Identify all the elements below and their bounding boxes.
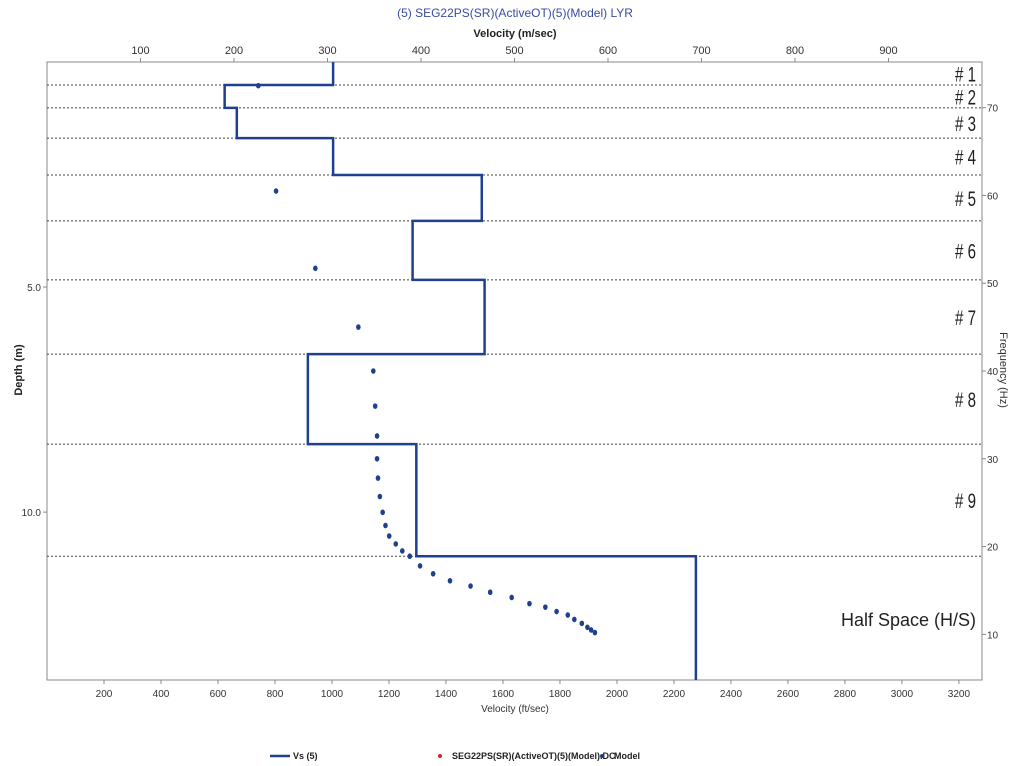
model-point bbox=[554, 608, 559, 615]
top-x-tick-label: 700 bbox=[692, 45, 710, 57]
layer-label: # 6 bbox=[955, 239, 976, 263]
y-axis-label: Depth (m) bbox=[13, 344, 25, 396]
model-point bbox=[543, 604, 548, 610]
top-x-tick-label: 400 bbox=[412, 45, 430, 57]
bottom-x-tick-label: 1800 bbox=[549, 689, 572, 700]
legend: Vs (5) SEG22PS(SR)(ActiveOT)(5)(Model).D… bbox=[270, 751, 640, 761]
model-point bbox=[273, 188, 279, 194]
model-point bbox=[375, 475, 381, 481]
top-x-axis-label: Velocity (m/sec) bbox=[473, 28, 556, 40]
model-point bbox=[468, 583, 473, 589]
bottom-x-tick-label: 600 bbox=[210, 689, 227, 700]
bottom-x-tick-label: 1200 bbox=[378, 689, 401, 700]
bottom-x-tick-label: 1400 bbox=[435, 689, 458, 700]
layer-label: # 8 bbox=[955, 388, 976, 412]
y-tick-label: 5.0 bbox=[27, 283, 41, 294]
model-point bbox=[374, 455, 380, 462]
model-point bbox=[585, 624, 590, 631]
model-point bbox=[256, 82, 261, 89]
model-point bbox=[386, 533, 392, 539]
top-x-tick-label: 300 bbox=[318, 45, 336, 57]
right-y-tick-label: 40 bbox=[987, 367, 999, 378]
bottom-x-tick-label: 2200 bbox=[663, 689, 686, 700]
layer-label: # 9 bbox=[955, 489, 976, 513]
bottom-x-tick-label: 2000 bbox=[606, 689, 629, 700]
bottom-x-tick-label: 400 bbox=[153, 689, 170, 700]
model-point bbox=[487, 589, 493, 596]
right-y-tick-label: 60 bbox=[987, 191, 999, 202]
model-point bbox=[592, 629, 598, 636]
vs-profile-line bbox=[223, 62, 698, 680]
model-point bbox=[374, 433, 380, 439]
plot-frame bbox=[46, 61, 983, 681]
right-y-tick-label: 20 bbox=[987, 543, 999, 554]
top-x-tick-label: 800 bbox=[786, 45, 804, 57]
half-space-label: Half Space (H/S) bbox=[841, 610, 976, 630]
right-y-tick-label: 10 bbox=[987, 630, 999, 641]
y-tick-label: 10.0 bbox=[22, 508, 42, 519]
bottom-x-tick-label: 3000 bbox=[891, 689, 914, 700]
top-x-tick-label: 900 bbox=[879, 45, 897, 57]
model-point bbox=[371, 368, 376, 374]
model-point bbox=[372, 403, 378, 409]
model-point bbox=[383, 522, 388, 529]
layer-label: # 4 bbox=[955, 145, 976, 169]
model-point bbox=[380, 509, 385, 516]
model-point bbox=[447, 578, 453, 584]
legend-model-marker bbox=[600, 754, 604, 758]
model-point bbox=[313, 265, 318, 272]
layer-label: # 3 bbox=[955, 111, 976, 135]
top-x-tick-label: 200 bbox=[225, 45, 243, 57]
model-point bbox=[509, 594, 514, 601]
model-point bbox=[579, 620, 585, 627]
model-point bbox=[407, 553, 413, 560]
layer-label: # 5 bbox=[955, 186, 976, 210]
model-point bbox=[527, 600, 532, 607]
legend-vs-label: Vs (5) bbox=[293, 751, 318, 761]
legend-dc-marker bbox=[438, 754, 442, 758]
right-y-tick-label: 70 bbox=[987, 104, 999, 115]
model-point bbox=[356, 324, 361, 330]
model-point bbox=[430, 570, 436, 577]
right-y-axis-label: Frequency (Hz) bbox=[997, 332, 1009, 408]
model-point bbox=[588, 627, 594, 633]
top-x-tick-label: 100 bbox=[131, 45, 149, 57]
right-y-tick-label: 50 bbox=[987, 279, 999, 290]
model-point bbox=[565, 612, 571, 618]
bottom-x-tick-label: 800 bbox=[267, 689, 284, 700]
layer-label: # 1 bbox=[955, 62, 976, 86]
bottom-x-tick-label: 2800 bbox=[834, 689, 857, 700]
bottom-x-tick-label: 2600 bbox=[777, 689, 800, 700]
layer-label: # 2 bbox=[955, 85, 976, 109]
model-point bbox=[393, 541, 399, 547]
legend-model-label: Model bbox=[614, 751, 640, 761]
model-point bbox=[417, 563, 423, 569]
bottom-x-tick-label: 3200 bbox=[948, 689, 971, 700]
bottom-x-tick-label: 2400 bbox=[720, 689, 743, 700]
model-point bbox=[400, 548, 405, 554]
bottom-x-axis-label: Velocity (ft/sec) bbox=[481, 704, 549, 715]
top-x-tick-label: 600 bbox=[599, 45, 617, 57]
layer-label: # 7 bbox=[955, 305, 976, 329]
chart-title: (5) SEG22PS(SR)(ActiveOT)(5)(Model) LYR bbox=[397, 6, 633, 20]
legend-dc-label: SEG22PS(SR)(ActiveOT)(5)(Model).DC bbox=[452, 751, 616, 761]
top-x-tick-label: 500 bbox=[505, 45, 523, 57]
bottom-x-tick-label: 1600 bbox=[492, 689, 515, 700]
model-point bbox=[377, 493, 383, 500]
right-y-tick-label: 30 bbox=[987, 455, 999, 466]
bottom-x-tick-label: 200 bbox=[96, 689, 113, 700]
model-point bbox=[572, 616, 577, 623]
bottom-x-tick-label: 1000 bbox=[321, 689, 344, 700]
